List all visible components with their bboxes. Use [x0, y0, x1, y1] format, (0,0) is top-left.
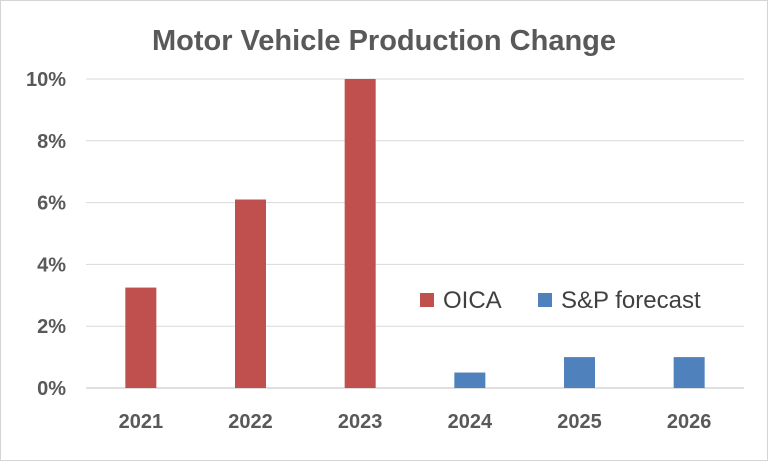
- gridlines: [86, 78, 744, 389]
- legend-swatch: [420, 293, 434, 307]
- y-tick-label: 2%: [37, 316, 66, 338]
- bar-oica-2021: [125, 287, 157, 388]
- x-tick-label: 2021: [119, 411, 164, 433]
- y-tick-label: 4%: [37, 254, 66, 276]
- y-tick-label: 8%: [37, 131, 66, 153]
- y-tick-label: 6%: [37, 193, 66, 215]
- bar-oica-2023: [344, 79, 376, 388]
- bar-sp-forecast-2026: [673, 357, 705, 388]
- legend-swatch: [538, 293, 552, 307]
- bar-oica-2022: [235, 199, 266, 388]
- legend-label: OICA: [443, 287, 502, 314]
- legend-label: S&P forecast: [561, 287, 701, 314]
- x-tick-label: 2024: [448, 411, 493, 433]
- x-tick-label: 2023: [338, 411, 383, 433]
- x-tick-label: 2022: [228, 411, 273, 433]
- y-tick-label: 10%: [26, 69, 66, 91]
- bar-sp-forecast-2024: [454, 372, 486, 388]
- y-axis-ticks: 0% 2% 4% 6% 8% 10%: [26, 69, 66, 400]
- bars: [125, 79, 705, 388]
- x-tick-label: 2025: [557, 411, 602, 433]
- legend: OICA S&P forecast: [420, 287, 701, 314]
- x-tick-label: 2026: [667, 411, 712, 433]
- bar-sp-forecast-2025: [564, 357, 595, 388]
- chart-title: Motor Vehicle Production Change: [152, 25, 616, 57]
- y-tick-label: 0%: [37, 378, 66, 400]
- x-axis-ticks: 2021 2022 2023 2024 2025 2026: [119, 411, 712, 433]
